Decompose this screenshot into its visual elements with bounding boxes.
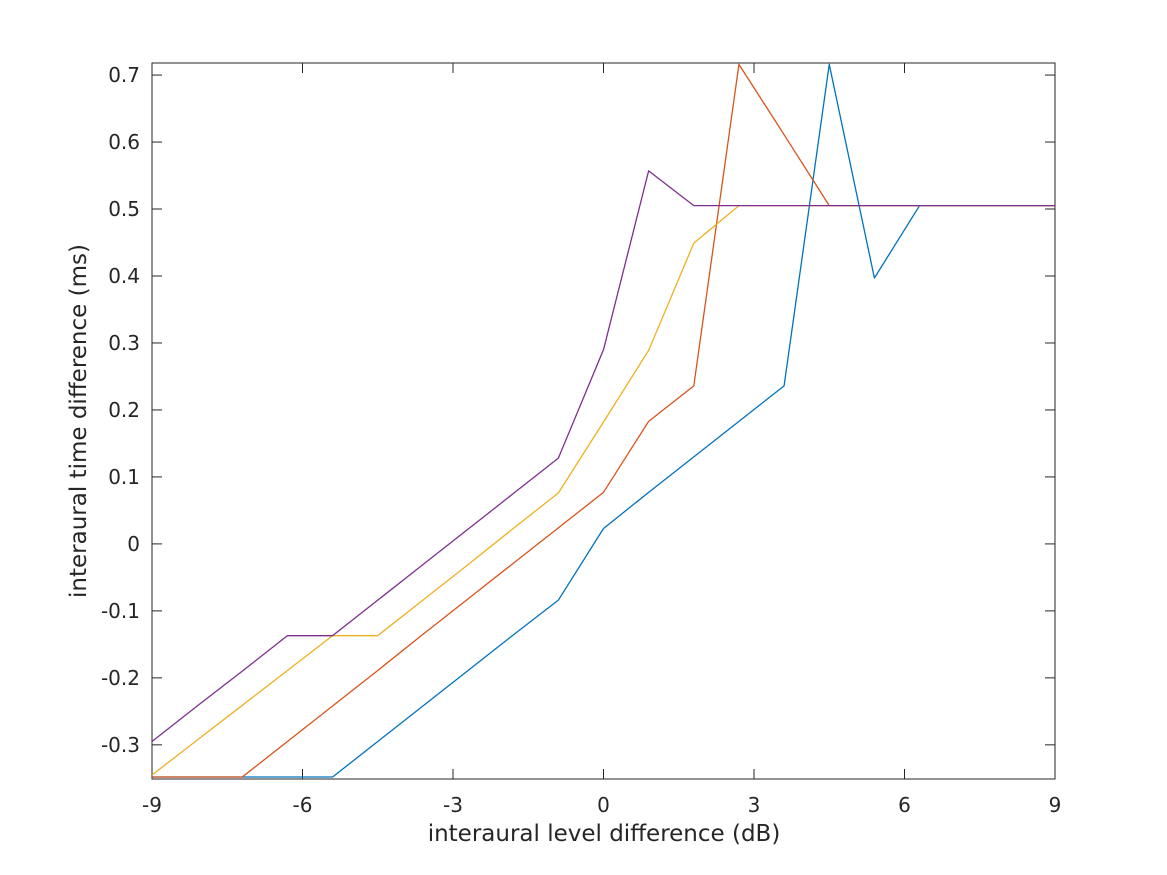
y-tick-label: 0.4 (108, 264, 140, 288)
y-tick-label: 0.6 (108, 130, 140, 154)
series-1-blue-line (152, 63, 1055, 778)
x-tick-labels: -9 -6 -3 0 3 6 9 (142, 793, 1061, 817)
axis-ticks (151, 63, 1056, 779)
y-tick-label: -0.1 (101, 599, 140, 623)
x-tick-label: 9 (1049, 793, 1062, 817)
y-tick-label: 0.5 (108, 197, 140, 221)
y-tick-label: 0 (127, 532, 140, 556)
y-tick-label: -0.2 (101, 666, 140, 690)
y-tick-label: 0.3 (108, 331, 140, 355)
series-lines (151, 63, 1055, 778)
x-axis-label: interaural level difference (dB) (428, 821, 781, 847)
x-tick-label: 6 (898, 793, 911, 817)
x-tick-label: 0 (597, 793, 610, 817)
y-tick-label: -0.3 (101, 733, 140, 757)
x-tick-label: -3 (443, 793, 463, 817)
series-4-purple-line (151, 170, 1055, 743)
series-3-yellow-line (151, 205, 1055, 776)
y-axis-label: interaural time difference (ms) (66, 244, 92, 598)
y-tick-label: 0.2 (108, 398, 140, 422)
y-tick-label: 0.7 (108, 63, 140, 87)
y-tick-label: 0.1 (108, 465, 140, 489)
y-tick-labels: 0.7 0.6 0.5 0.4 0.3 0.2 0.1 0 -0.1 -0.2 -0.3 (101, 63, 140, 757)
x-tick-label: 3 (748, 793, 761, 817)
x-tick-label: -6 (293, 793, 313, 817)
x-tick-label: -9 (142, 793, 162, 817)
